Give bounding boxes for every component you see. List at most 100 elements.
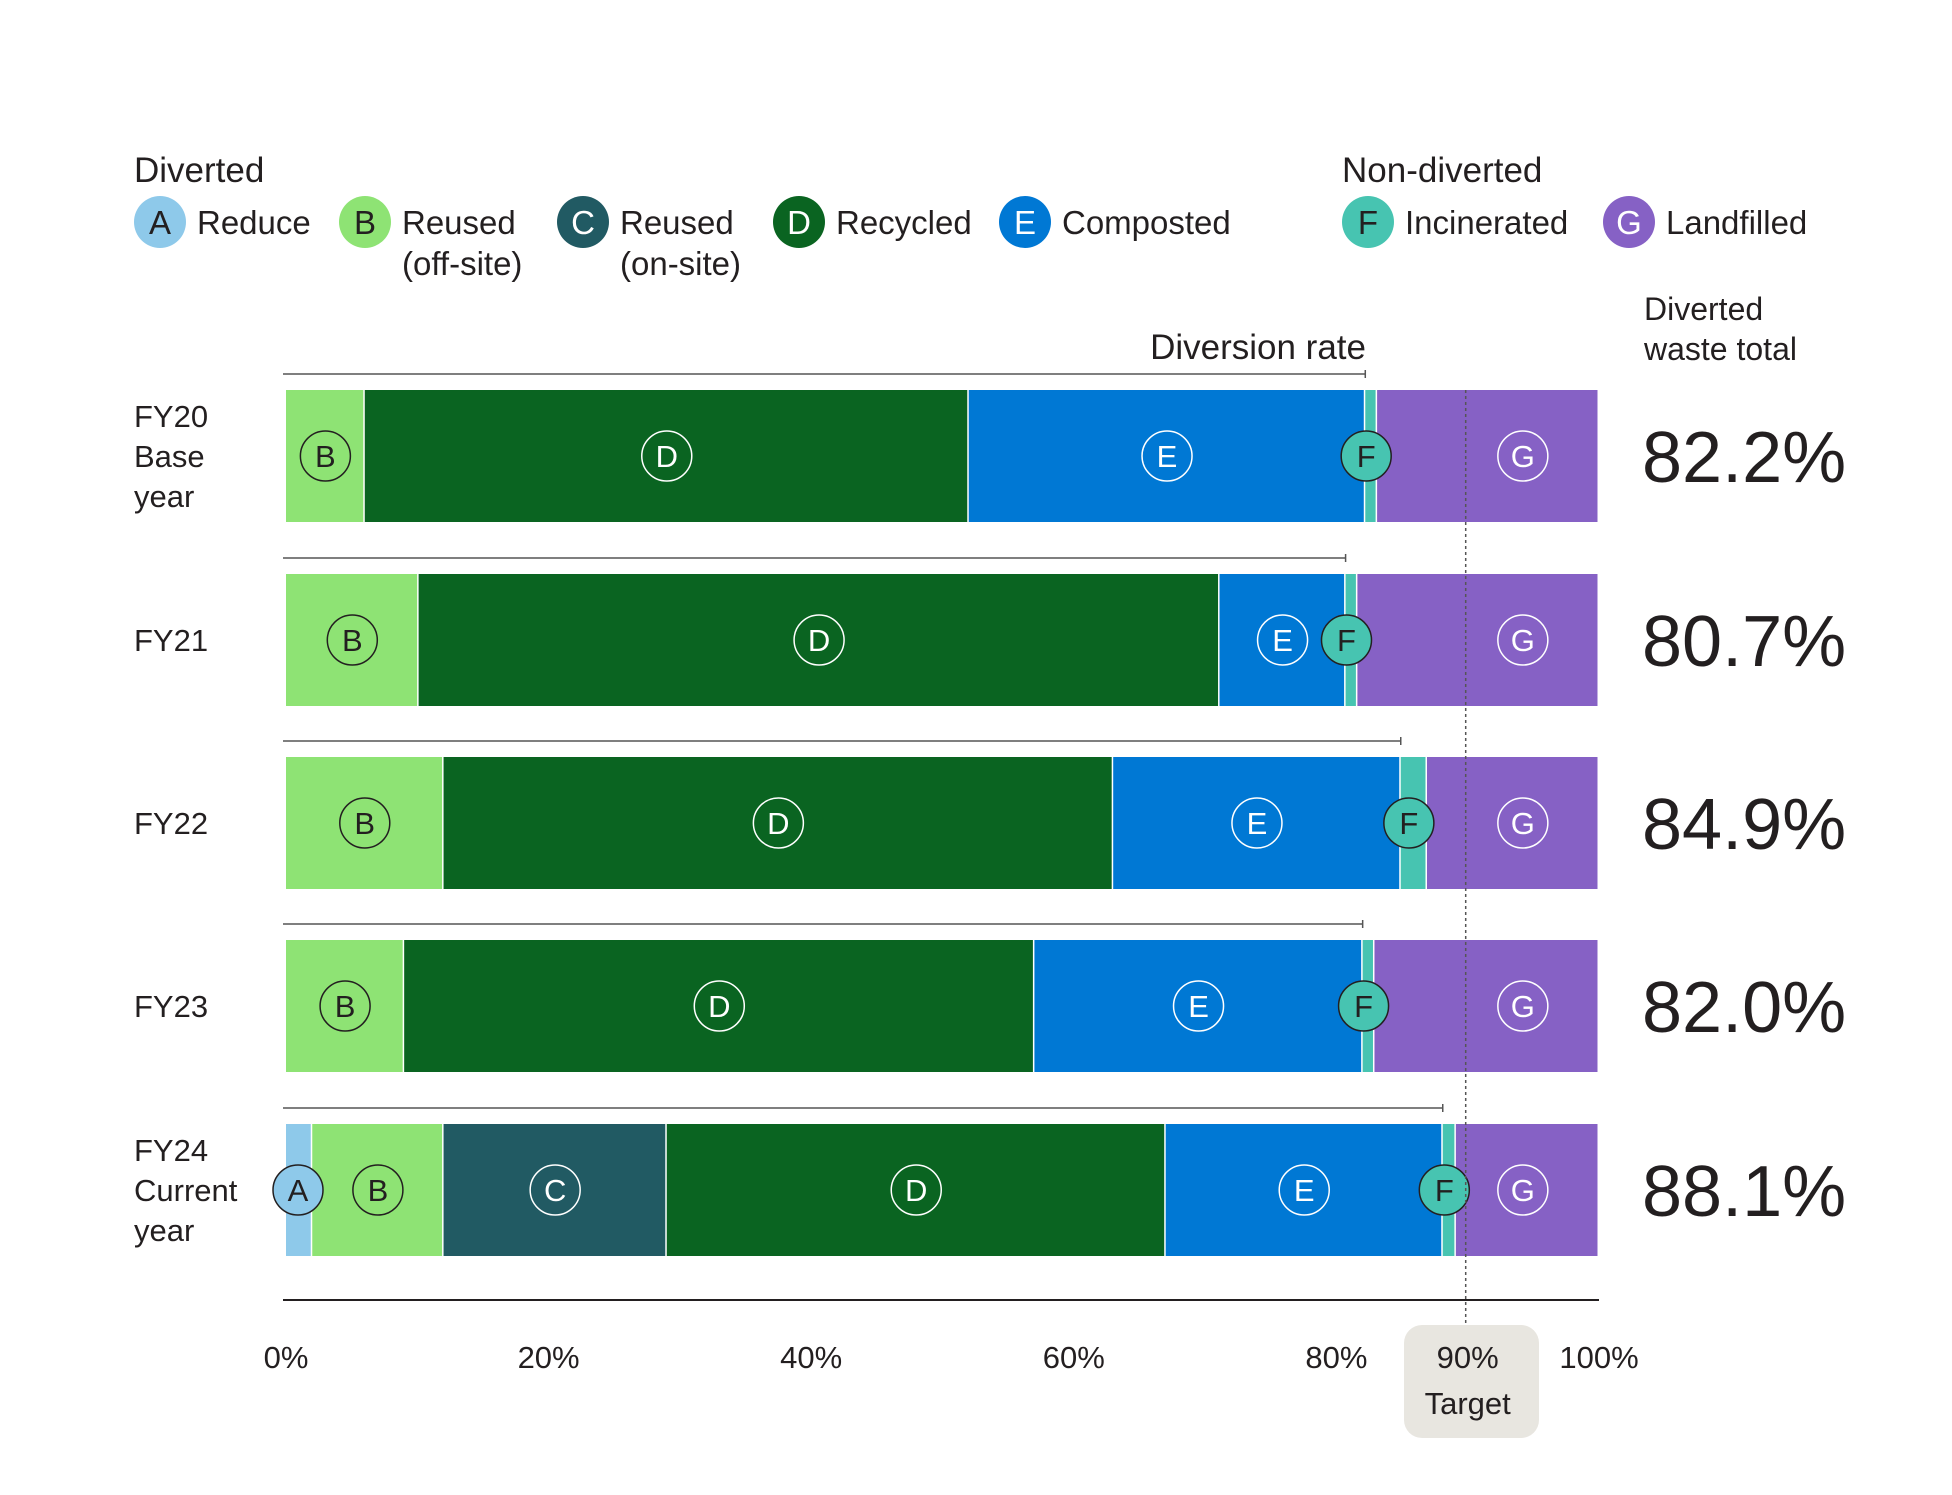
bar-badge-a-letter: A (288, 1173, 309, 1208)
row-label-3-line0: FY23 (134, 989, 208, 1024)
bar-badge-c-circle (529, 1164, 581, 1216)
bar-segment-fy20-b (286, 390, 365, 522)
bar-badge-b-circle (339, 797, 391, 849)
bar-badge-b-letter: B (335, 989, 356, 1024)
bar-segment-fy21-g (1357, 574, 1599, 706)
bar-badge-e-letter: E (1188, 989, 1209, 1024)
x-tick-label: 0% (264, 1340, 309, 1375)
legend-d-label: Recycled (836, 204, 972, 241)
bar-segment-fy21-d (418, 574, 1220, 706)
row-label-0-line0: FY20 (134, 399, 208, 434)
legend-f-letter: F (1358, 204, 1378, 241)
legend-b-label: Reused (402, 204, 516, 241)
row-label-2-line0: FY22 (134, 806, 208, 841)
legend-c-swatch (557, 196, 609, 248)
bar-badge-d-circle (890, 1164, 942, 1216)
bar-badge-f-circle (1383, 797, 1435, 849)
legend-c-label-line2: (on-site) (620, 245, 741, 282)
bar-badge-f-letter: F (1435, 1173, 1454, 1208)
bar-segment-fy20-e (968, 390, 1366, 522)
legend-g-label: Landfilled (1666, 204, 1807, 241)
legend-c-label: Reused (620, 204, 734, 241)
bar-badge-d-circle (641, 430, 693, 482)
target-label: Target (1425, 1386, 1512, 1421)
x-tick-label: 90% (1437, 1340, 1499, 1375)
legend-title-diverted: Diverted (134, 151, 264, 190)
bar-badge-g-circle (1497, 430, 1549, 482)
legend-g-letter: G (1616, 204, 1642, 241)
x-tick-label: 80% (1305, 1340, 1367, 1375)
bar-badge-b-circle (299, 430, 352, 482)
row-label-0-line2: year (134, 479, 194, 514)
bar-badge-f-circle (1418, 1164, 1471, 1216)
bar-badge-f-letter: F (1399, 806, 1418, 841)
bar-badge-f-circle (1340, 430, 1392, 482)
bar-badge-f-circle (1337, 980, 1390, 1032)
diverted-total-header-line1: Diverted (1644, 291, 1763, 327)
diverted-total-fy21: 80.7% (1642, 602, 1846, 682)
bar-badge-b-letter: B (315, 439, 336, 474)
bar-badge-g-letter: G (1511, 806, 1535, 841)
bar-segment-fy20-d (364, 390, 969, 522)
bar-badge-e-circle (1256, 614, 1309, 666)
bar-badge-e-letter: E (1247, 806, 1268, 841)
bar-segment-fy20-g (1377, 390, 1599, 522)
diversion-rate-label: Diversion rate (1150, 328, 1366, 367)
legend-f-label: Incinerated (1405, 204, 1568, 241)
bar-badge-g-circle (1497, 1164, 1549, 1216)
bar-badge-d-letter: D (808, 623, 830, 658)
bar-segment-fy24-c (443, 1124, 667, 1256)
bar-badge-g-circle (1497, 797, 1549, 849)
row-label-4-line2: year (134, 1213, 194, 1248)
legend-b-label-line2: (off-site) (402, 245, 522, 282)
bar-segment-fy24-d (666, 1124, 1166, 1256)
bar-badge-f-letter: F (1357, 439, 1376, 474)
legend-b-swatch (339, 196, 391, 248)
legend-b-letter: B (354, 204, 376, 241)
bar-badge-g-letter: G (1511, 439, 1535, 474)
bar-badge-g-letter: G (1511, 989, 1535, 1024)
bar-badge-e-circle (1231, 797, 1283, 849)
legend-e-swatch (999, 196, 1051, 248)
legend-f-swatch (1342, 196, 1394, 248)
bar-segment-fy21-b (286, 574, 419, 706)
bar-badge-e-letter: E (1272, 623, 1293, 658)
row-label-4-line1: Current (134, 1173, 238, 1208)
diverted-total-fy24: 88.1% (1642, 1152, 1846, 1232)
bar-badge-d-letter: D (708, 989, 730, 1024)
bar-badge-b-letter: B (354, 806, 375, 841)
bar-badge-g-circle (1497, 614, 1549, 666)
bar-badge-e-circle (1278, 1164, 1330, 1216)
bar-segment-fy23-b (286, 940, 405, 1072)
row-label-1-line0: FY21 (134, 623, 208, 658)
bar-segment-fy24-e (1165, 1124, 1443, 1256)
bar-badge-f-letter: F (1354, 989, 1373, 1024)
legend-a-label: Reduce (197, 204, 311, 241)
bar-segment-fy24-b (312, 1124, 444, 1256)
legend-d-letter: D (787, 204, 811, 241)
bar-badge-e-circle (1172, 980, 1225, 1032)
bar-badge-d-circle (793, 614, 845, 666)
bar-badge-g-circle (1497, 980, 1549, 1032)
bar-badge-b-letter: B (342, 623, 363, 658)
bar-badge-g-letter: G (1511, 623, 1535, 658)
diverted-total-header-line2: waste total (1643, 331, 1797, 367)
bar-segment-fy23-e (1034, 940, 1363, 1072)
bar-badge-d-circle (752, 797, 805, 849)
legend-g-swatch (1603, 196, 1655, 248)
bar-badge-f-letter: F (1337, 623, 1356, 658)
row-label-4-line0: FY24 (134, 1133, 208, 1168)
bar-badge-a-circle (272, 1164, 324, 1216)
legend-e-letter: E (1014, 204, 1036, 241)
diverted-total-fy20: 82.2% (1642, 418, 1846, 498)
legend-title-non-diverted: Non-diverted (1342, 151, 1542, 190)
legend-c-letter: C (571, 204, 595, 241)
x-tick-label: 40% (780, 1340, 842, 1375)
bar-badge-b-circle (319, 980, 371, 1032)
bar-segment-fy22-d (443, 757, 1114, 889)
bar-badge-e-letter: E (1294, 1173, 1315, 1208)
bar-segment-fy24-g (1455, 1124, 1599, 1256)
bar-badge-d-letter: D (656, 439, 678, 474)
bar-badge-d-letter: D (767, 806, 789, 841)
